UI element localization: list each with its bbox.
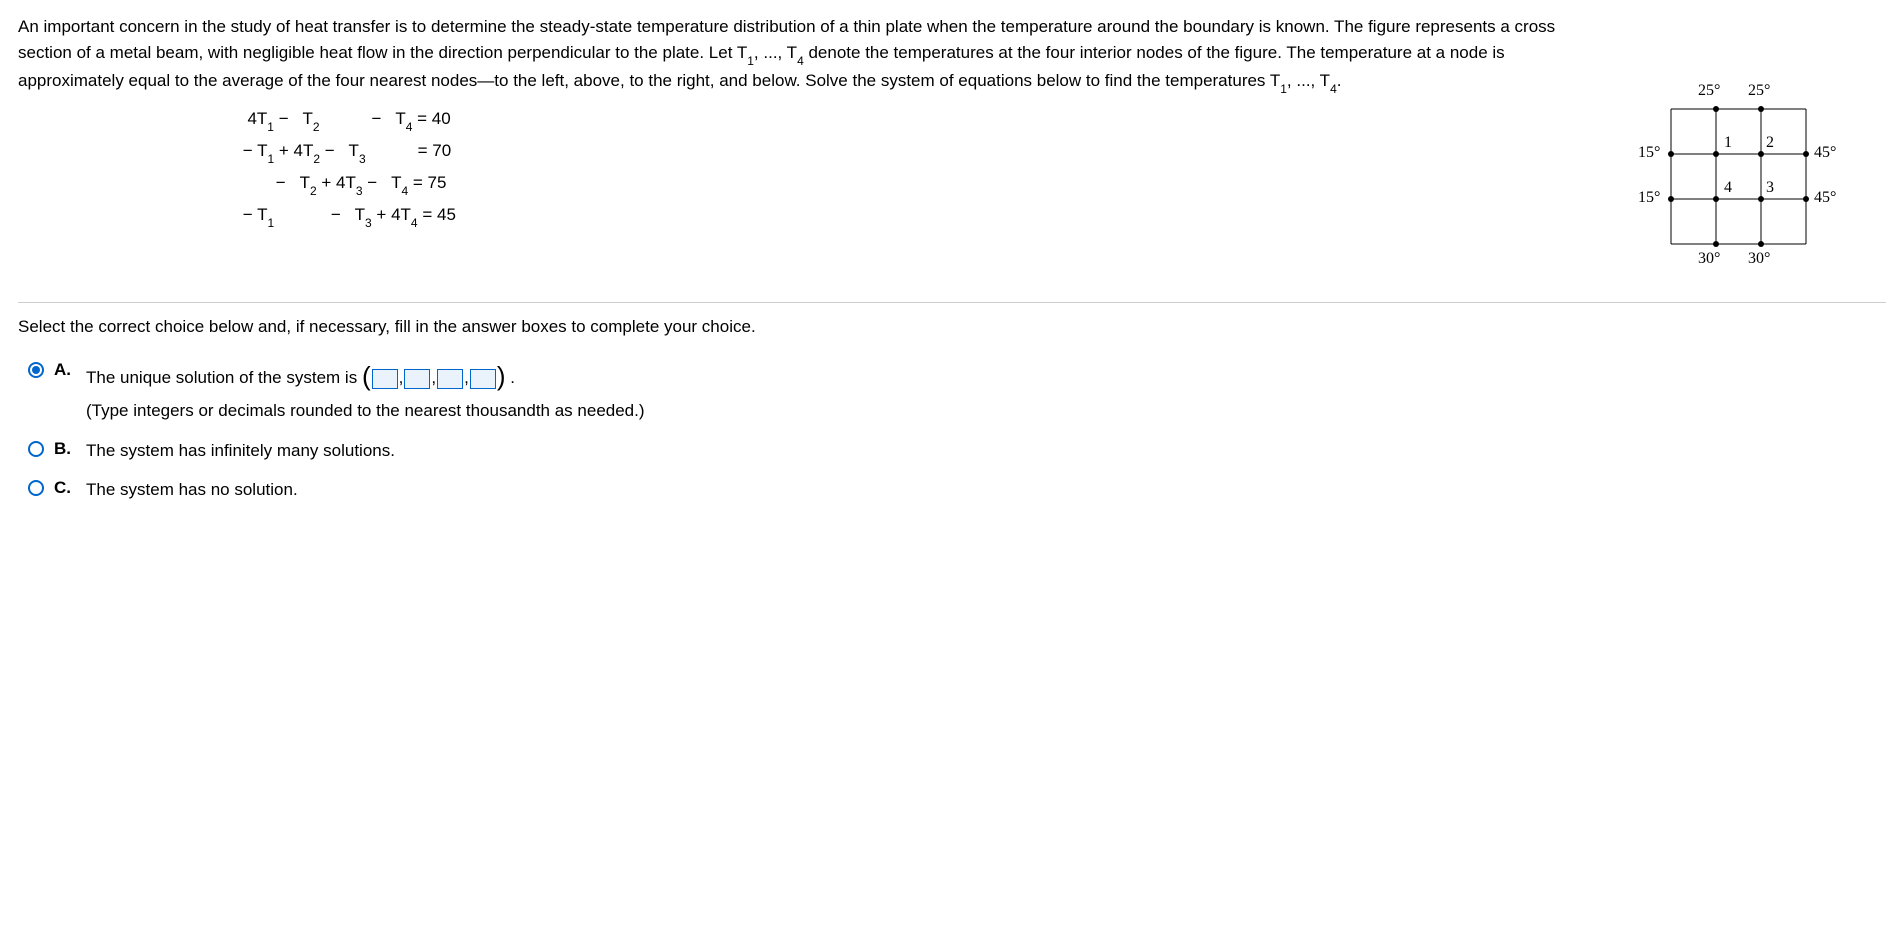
fig-top-left: 25° [1698, 82, 1720, 100]
equation-row-3: − T2 + 4T3 − T4 = 75 [238, 170, 1596, 198]
answer-box-2[interactable] [404, 369, 430, 389]
equation-system: 4T1 − T2 − T4 = 40 − T1 + 4T2 − T3 = 70 … [238, 106, 1596, 230]
radio-c[interactable] [28, 480, 44, 496]
fig-bottom-right: 30° [1748, 250, 1770, 268]
fig-node-3: 3 [1766, 179, 1774, 197]
problem-statement: An important concern in the study of hea… [18, 14, 1596, 234]
fig-top-right: 25° [1748, 82, 1770, 100]
choice-a-letter: A. [54, 360, 76, 380]
choice-a-text-pre: The unique solution of the system is [86, 368, 362, 387]
radio-b[interactable] [28, 441, 44, 457]
sep-3: , [464, 368, 469, 387]
fig-right-bottom: 45° [1814, 189, 1836, 207]
problem-para-mid1: , ..., T [754, 43, 797, 62]
sep-2: , [431, 368, 436, 387]
choice-a[interactable]: A. The unique solution of the system is … [28, 359, 1886, 424]
section-divider [18, 302, 1886, 303]
fig-node-4: 4 [1724, 179, 1732, 197]
grid-svg [1636, 74, 1846, 284]
answer-box-3[interactable] [437, 369, 463, 389]
instruction-text: Select the correct choice below and, if … [18, 317, 1886, 337]
close-paren: ) [497, 361, 506, 391]
problem-sub-1b: 1 [1280, 82, 1287, 96]
heat-plate-figure: 25° 25° 15° 15° 45° 45° 30° 30° 1 2 3 4 [1636, 74, 1846, 284]
radio-a[interactable] [28, 362, 44, 378]
choice-b-text: The system has infinitely many solutions… [86, 438, 1886, 464]
problem-sub-1: 1 [747, 54, 754, 68]
choice-c-text: The system has no solution. [86, 477, 1886, 503]
problem-period: . [1337, 71, 1342, 90]
fig-left-bottom: 15° [1638, 189, 1660, 207]
choice-b[interactable]: B. The system has infinitely many soluti… [28, 438, 1886, 464]
fig-node-2: 2 [1766, 134, 1774, 152]
problem-sub-4b: 4 [1330, 82, 1337, 96]
fig-left-top: 15° [1638, 144, 1660, 162]
problem-sub-4: 4 [797, 54, 804, 68]
choice-a-text-post: . [505, 368, 514, 387]
fig-node-1: 1 [1724, 134, 1732, 152]
equation-row-2: − T1 + 4T2 − T3 = 70 [238, 138, 1596, 166]
choice-a-hint: (Type integers or decimals rounded to th… [86, 401, 645, 420]
fig-bottom-left: 30° [1698, 250, 1720, 268]
fig-right-top: 45° [1814, 144, 1836, 162]
choice-c[interactable]: C. The system has no solution. [28, 477, 1886, 503]
problem-para-end: , ..., T [1287, 71, 1330, 90]
equation-row-1: 4T1 − T2 − T4 = 40 [238, 106, 1596, 134]
choice-b-letter: B. [54, 439, 76, 459]
open-paren: ( [362, 361, 371, 391]
equation-row-4: − T1 − T3 + 4T4 = 45 [238, 202, 1596, 230]
answer-choices: A. The unique solution of the system is … [28, 359, 1886, 503]
choice-c-letter: C. [54, 478, 76, 498]
sep-1: , [399, 368, 404, 387]
answer-box-1[interactable] [372, 369, 398, 389]
answer-box-4[interactable] [470, 369, 496, 389]
